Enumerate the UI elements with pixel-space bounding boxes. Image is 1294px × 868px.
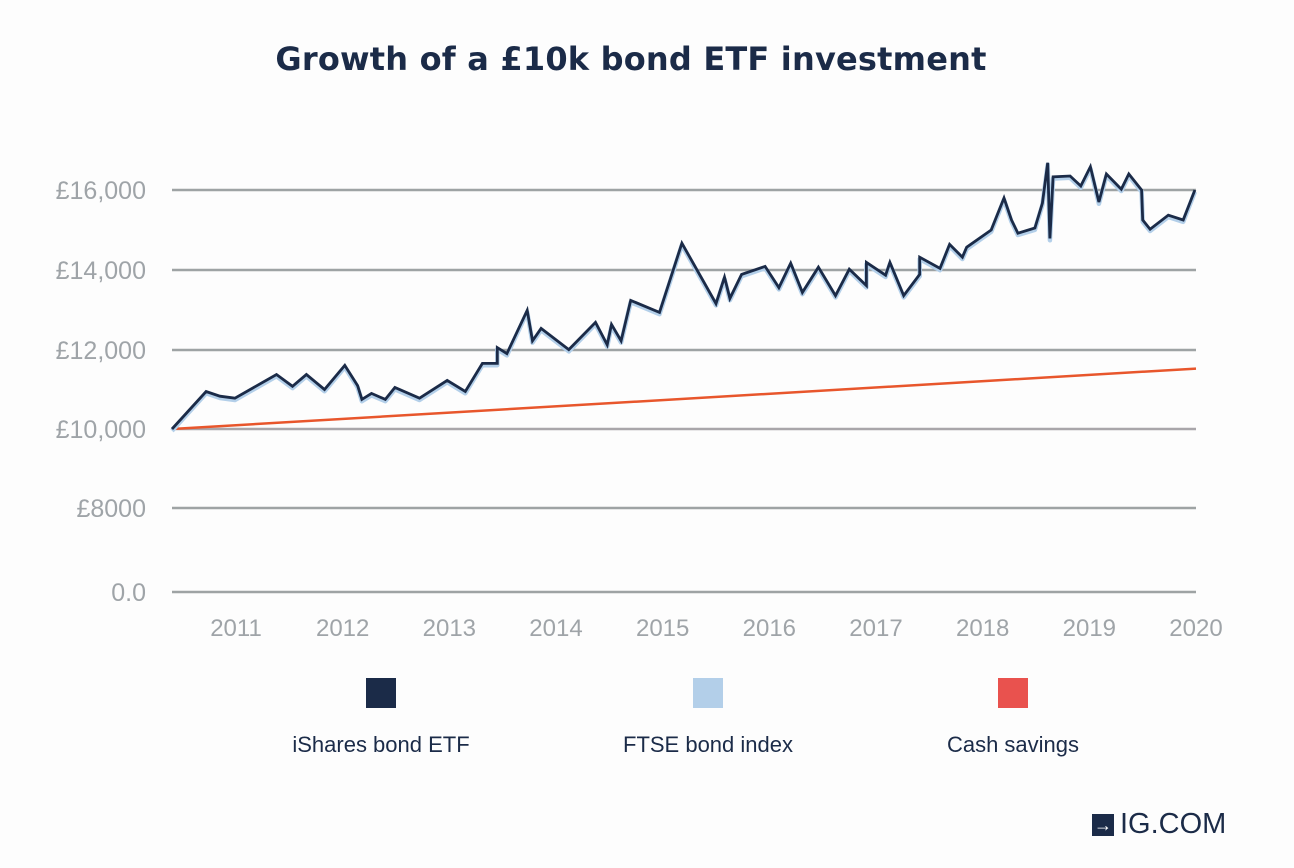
logo-text: IG.COM bbox=[1120, 808, 1227, 840]
x-tick-label: 2015 bbox=[636, 615, 689, 642]
x-tick-label: 2014 bbox=[529, 615, 582, 642]
y-tick-label: £14,000 bbox=[56, 257, 146, 285]
y-tick-label: £12,000 bbox=[56, 337, 146, 365]
x-tick-label: 2017 bbox=[849, 615, 902, 642]
cash-savings-line bbox=[171, 367, 1197, 431]
y-tick-label: £16,000 bbox=[56, 177, 146, 205]
arrow-icon: → bbox=[1092, 813, 1114, 836]
x-tick-label: 2016 bbox=[743, 615, 796, 642]
ishares-bond-etf-line bbox=[170, 162, 1197, 430]
legend-swatch-ftse bbox=[693, 678, 723, 708]
y-tick-label: £10,000 bbox=[56, 416, 146, 444]
chart-title: Growth of a £10k bond ETF investment bbox=[275, 40, 987, 78]
legend-swatch-ishares bbox=[366, 678, 396, 708]
legend-label: Cash savings bbox=[946, 732, 1080, 757]
legend-label: iShares bond ETF bbox=[292, 732, 470, 757]
legend-item-ftse: FTSE bond index bbox=[558, 678, 858, 758]
legend-label: FTSE bond index bbox=[623, 732, 793, 757]
y-tick-label: 0.0 bbox=[111, 579, 146, 607]
x-tick-label: 2012 bbox=[316, 615, 369, 642]
x-tick-label: 2011 bbox=[210, 615, 262, 642]
x-tick-label: 2019 bbox=[1063, 615, 1116, 642]
x-tick-label: 2013 bbox=[423, 615, 476, 642]
legend-item-ishares: iShares bond ETF bbox=[231, 678, 531, 758]
y-tick-label: £8000 bbox=[76, 495, 146, 523]
x-tick-label: 2020 bbox=[1169, 615, 1222, 642]
legend-swatch-cash bbox=[998, 678, 1028, 708]
legend-item-cash: Cash savings bbox=[863, 678, 1163, 758]
ig-logo: → IG.COM bbox=[1092, 808, 1226, 841]
x-tick-label: 2018 bbox=[956, 615, 1009, 642]
